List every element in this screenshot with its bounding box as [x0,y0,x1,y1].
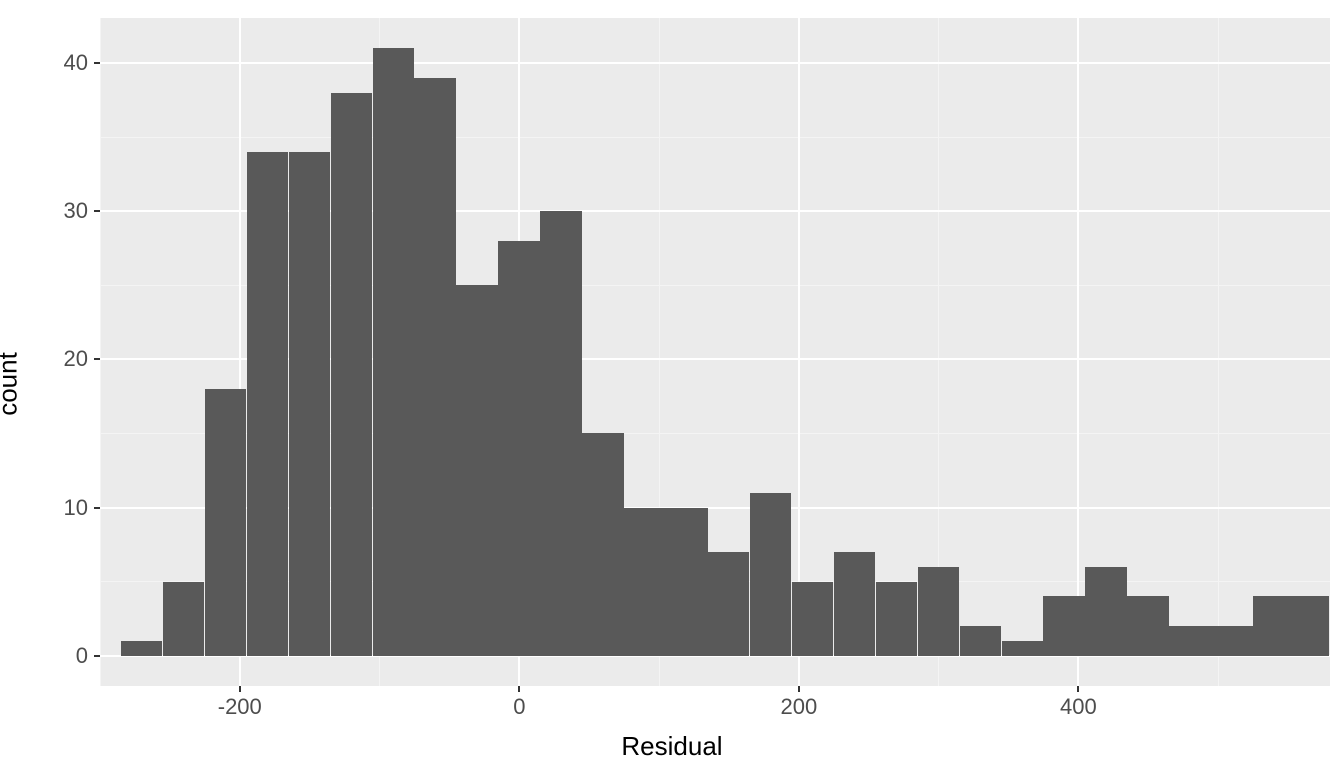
y-tick-label: 30 [38,198,88,224]
histogram-bar [1127,596,1168,655]
histogram-chart: count Residual 0 10 20 30 40 -200 0 200 400 [0,0,1344,768]
x-tick-label: -200 [218,694,262,720]
histogram-bar [540,211,581,655]
x-tick-mark [1077,686,1079,692]
histogram-bar [1085,567,1126,656]
histogram-bar [163,582,204,656]
x-tick-label: 0 [513,694,525,720]
histogram-bar [1295,596,1329,655]
histogram-bar [582,433,623,655]
y-tick-mark [94,358,100,360]
grid-minor-h [100,137,1330,138]
histogram-bar [666,508,707,656]
histogram-bar [456,285,497,655]
x-tick-label: 400 [1060,694,1097,720]
histogram-bar [708,552,749,656]
histogram-bar [1169,626,1210,656]
grid-major-v [1077,18,1079,686]
histogram-bar [792,582,833,656]
histogram-bar [1043,596,1084,655]
histogram-bar [1253,596,1294,655]
histogram-bar [205,389,246,656]
histogram-bar [918,567,959,656]
y-tick-mark [94,62,100,64]
histogram-bar [876,582,917,656]
y-tick-label: 20 [38,346,88,372]
y-tick-mark [94,655,100,657]
x-axis-title: Residual [0,731,1344,762]
y-tick-label: 0 [38,643,88,669]
histogram-bar [289,152,330,656]
x-tick-mark [239,686,241,692]
x-tick-mark [798,686,800,692]
y-tick-mark [94,507,100,509]
histogram-bar [121,641,162,656]
histogram-bar [750,493,791,656]
histogram-bar [1211,626,1252,656]
histogram-bar [373,48,414,655]
histogram-bar [624,508,665,656]
y-axis-title: count [0,352,24,416]
grid-major-h [100,62,1330,64]
y-tick-label: 10 [38,495,88,521]
y-tick-mark [94,210,100,212]
histogram-bar [834,552,875,656]
grid-minor-v [1218,18,1219,686]
histogram-bar [331,93,372,656]
x-tick-mark [518,686,520,692]
histogram-bar [247,152,288,656]
histogram-bar [414,78,455,656]
histogram-bar [1002,641,1043,656]
grid-minor-v [100,18,101,686]
y-tick-label: 40 [38,50,88,76]
histogram-bar [498,241,539,656]
histogram-bar [960,626,1001,656]
x-tick-label: 200 [781,694,818,720]
